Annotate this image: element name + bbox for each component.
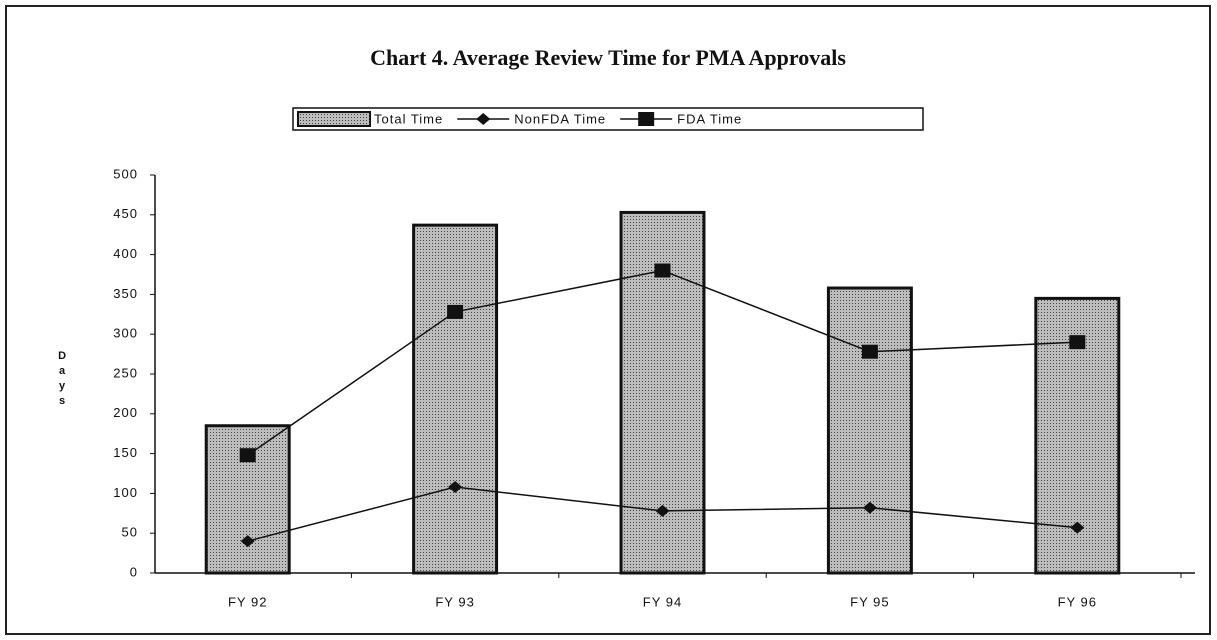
point bbox=[638, 112, 655, 126]
legend-swatch-texture bbox=[298, 112, 370, 126]
legend-label: FDA Time bbox=[677, 111, 742, 126]
chart-title: Chart 4. Average Review Time for PMA App… bbox=[370, 45, 846, 70]
point bbox=[239, 448, 256, 463]
y-tick-label: 400 bbox=[113, 246, 138, 261]
point bbox=[240, 535, 255, 548]
x-tick-label: FY 96 bbox=[1058, 594, 1097, 609]
y-tick-label: 300 bbox=[113, 326, 138, 341]
y-tick-label: 500 bbox=[113, 166, 138, 181]
x-tick-label: FY 92 bbox=[228, 594, 267, 609]
point bbox=[861, 344, 878, 359]
y-tick-label: 150 bbox=[113, 445, 138, 460]
point bbox=[1069, 335, 1086, 350]
y-tick-label: 200 bbox=[113, 405, 138, 420]
frame bbox=[5, 5, 1211, 635]
y-axis-label: Days bbox=[56, 350, 68, 410]
legend-label: NonFDA Time bbox=[514, 111, 606, 126]
x-tick-label: FY 94 bbox=[643, 594, 682, 609]
point bbox=[862, 501, 877, 514]
point bbox=[448, 481, 463, 494]
point bbox=[654, 263, 671, 278]
y-tick-label: 250 bbox=[113, 365, 138, 380]
y-tick-label: 100 bbox=[113, 485, 138, 500]
bar-texture bbox=[204, 424, 291, 575]
x-tick-label: FY 95 bbox=[850, 594, 889, 609]
bar-texture bbox=[826, 286, 913, 575]
point bbox=[447, 304, 464, 319]
y-tick-label: 450 bbox=[113, 206, 138, 221]
bar-texture bbox=[412, 223, 499, 575]
legend-box bbox=[292, 107, 924, 131]
point bbox=[655, 504, 670, 517]
y-tick-label: 50 bbox=[122, 525, 138, 540]
point bbox=[1070, 521, 1085, 534]
point bbox=[476, 113, 491, 125]
x-tick-label: FY 93 bbox=[435, 594, 474, 609]
legend-label: Total Time bbox=[374, 111, 443, 126]
y-tick-label: 0 bbox=[130, 564, 138, 579]
y-tick-label: 350 bbox=[113, 286, 138, 301]
